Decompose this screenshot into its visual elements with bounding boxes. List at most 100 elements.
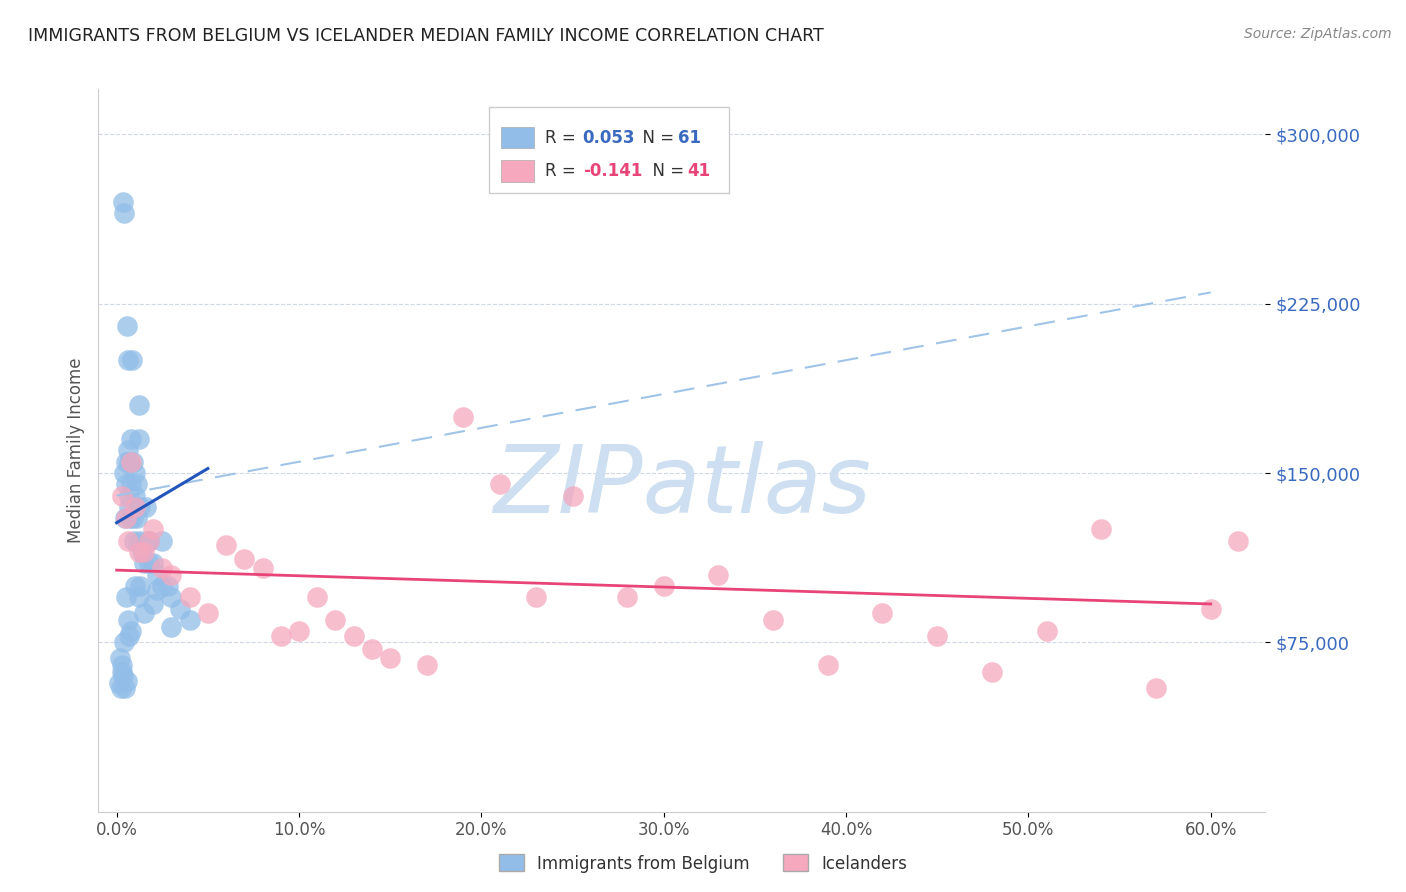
Point bbox=[325, 613, 347, 627]
Point bbox=[114, 591, 136, 605]
Point bbox=[1035, 624, 1057, 639]
FancyBboxPatch shape bbox=[501, 160, 534, 182]
FancyBboxPatch shape bbox=[489, 107, 728, 193]
Text: ZIPatlas: ZIPatlas bbox=[494, 441, 870, 533]
Text: Source: ZipAtlas.com: Source: ZipAtlas.com bbox=[1244, 27, 1392, 41]
Point bbox=[110, 651, 132, 665]
Point bbox=[124, 466, 146, 480]
Point bbox=[121, 353, 143, 368]
Point bbox=[128, 545, 150, 559]
Point bbox=[120, 624, 142, 639]
Point bbox=[117, 353, 139, 368]
Point bbox=[128, 591, 150, 605]
Text: R =: R = bbox=[546, 128, 581, 146]
Point bbox=[128, 432, 150, 446]
Point bbox=[122, 455, 145, 469]
Point bbox=[128, 398, 150, 412]
Point bbox=[160, 591, 183, 605]
Point bbox=[707, 567, 730, 582]
Point bbox=[1090, 523, 1112, 537]
Point bbox=[131, 545, 153, 559]
Point bbox=[252, 561, 274, 575]
Point bbox=[380, 651, 402, 665]
Point bbox=[762, 613, 785, 627]
Point bbox=[616, 591, 638, 605]
Point bbox=[138, 533, 160, 548]
Point bbox=[129, 500, 152, 514]
Point bbox=[120, 432, 142, 446]
Point bbox=[307, 591, 329, 605]
Point bbox=[120, 477, 142, 491]
Point bbox=[115, 673, 138, 688]
Text: N =: N = bbox=[631, 128, 679, 146]
Point bbox=[132, 606, 155, 620]
Point bbox=[111, 489, 134, 503]
Point bbox=[817, 657, 839, 672]
Point bbox=[132, 545, 155, 559]
Point bbox=[118, 455, 141, 469]
Text: -0.141: -0.141 bbox=[582, 161, 643, 180]
Point bbox=[150, 579, 173, 593]
Point bbox=[343, 629, 366, 643]
Point bbox=[652, 579, 675, 593]
Point bbox=[129, 533, 152, 548]
Point bbox=[270, 629, 292, 643]
Point bbox=[117, 613, 139, 627]
Text: 61: 61 bbox=[679, 128, 702, 146]
Point bbox=[980, 665, 1002, 679]
Point bbox=[117, 533, 139, 548]
FancyBboxPatch shape bbox=[501, 127, 534, 148]
Point bbox=[118, 489, 141, 503]
Point bbox=[125, 477, 148, 491]
Point bbox=[146, 567, 169, 582]
Point bbox=[115, 319, 138, 334]
Point bbox=[112, 669, 135, 683]
Point bbox=[135, 500, 157, 514]
Point bbox=[124, 489, 146, 503]
Point bbox=[179, 591, 201, 605]
Point bbox=[451, 409, 474, 424]
Point bbox=[138, 557, 160, 571]
Point bbox=[142, 523, 165, 537]
Point bbox=[114, 511, 136, 525]
Point bbox=[361, 642, 384, 657]
Point bbox=[125, 511, 148, 525]
Point bbox=[112, 466, 135, 480]
Point bbox=[117, 500, 139, 514]
Point bbox=[160, 567, 183, 582]
Point bbox=[233, 551, 256, 566]
Y-axis label: Median Family Income: Median Family Income bbox=[66, 358, 84, 543]
Point bbox=[1227, 533, 1250, 548]
Text: IMMIGRANTS FROM BELGIUM VS ICELANDER MEDIAN FAMILY INCOME CORRELATION CHART: IMMIGRANTS FROM BELGIUM VS ICELANDER MED… bbox=[28, 27, 824, 45]
Point bbox=[122, 533, 145, 548]
Point bbox=[138, 533, 160, 548]
Point bbox=[197, 606, 219, 620]
Point bbox=[169, 601, 191, 615]
Point bbox=[108, 676, 131, 690]
Point bbox=[124, 579, 146, 593]
Point bbox=[150, 533, 173, 548]
Point bbox=[114, 455, 136, 469]
Point bbox=[561, 489, 583, 503]
Point bbox=[112, 206, 135, 220]
Text: 41: 41 bbox=[688, 161, 711, 180]
Point bbox=[160, 619, 183, 633]
Legend: Immigrants from Belgium, Icelanders: Immigrants from Belgium, Icelanders bbox=[492, 847, 914, 880]
Point bbox=[136, 533, 159, 548]
Point bbox=[1199, 601, 1222, 615]
Point bbox=[118, 629, 141, 643]
Point bbox=[1144, 681, 1167, 695]
Point bbox=[114, 681, 136, 695]
Point bbox=[146, 583, 169, 598]
Point bbox=[872, 606, 894, 620]
Point bbox=[114, 477, 136, 491]
Point bbox=[156, 579, 179, 593]
Point bbox=[524, 591, 547, 605]
Text: 0.053: 0.053 bbox=[582, 128, 636, 146]
Text: N =: N = bbox=[643, 161, 689, 180]
Point bbox=[111, 665, 134, 679]
Point bbox=[132, 557, 155, 571]
Point bbox=[215, 538, 238, 552]
Point bbox=[488, 477, 510, 491]
Text: R =: R = bbox=[546, 161, 581, 180]
